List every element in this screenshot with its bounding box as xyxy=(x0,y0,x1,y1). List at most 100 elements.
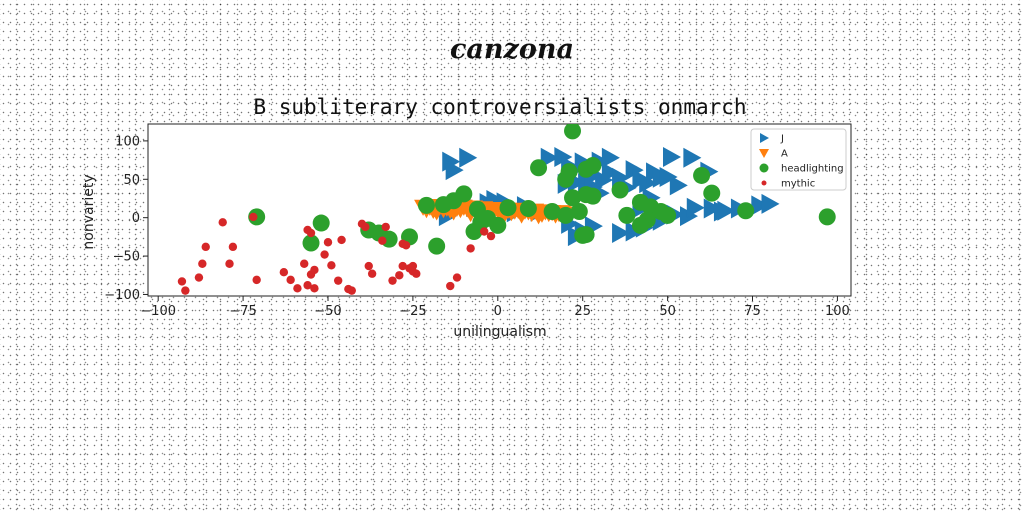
data-point-mythic xyxy=(201,242,210,252)
x-axis-label: unilingualism xyxy=(453,324,546,340)
points-layer xyxy=(177,124,836,295)
data-point-mythic xyxy=(177,277,187,286)
data-point-headlighting xyxy=(564,189,582,207)
data-point-mythic xyxy=(218,218,227,227)
legend-label-mythic: mythic xyxy=(781,179,815,190)
data-point-mythic xyxy=(378,236,387,245)
data-point-headlighting xyxy=(570,203,588,221)
data-point-headlighting xyxy=(818,208,836,226)
x-tick-label: 25 xyxy=(574,304,591,319)
data-point-mythic xyxy=(228,242,238,252)
data-point-mythic xyxy=(300,259,309,268)
data-point-headlighting xyxy=(564,124,582,140)
y-tick-label: 50 xyxy=(123,173,140,188)
legend-label-j: J xyxy=(780,134,784,145)
legend-marker-headlighting xyxy=(759,163,769,173)
data-point-mythic xyxy=(388,276,397,285)
data-point-j xyxy=(686,197,705,218)
data-point-headlighting xyxy=(428,237,446,255)
data-point-j xyxy=(669,175,688,196)
data-point-mythic xyxy=(486,231,496,241)
y-tick-label: 100 xyxy=(115,134,140,149)
data-point-mythic xyxy=(480,227,489,236)
data-point-mythic xyxy=(333,276,343,285)
data-point-mythic xyxy=(327,261,336,270)
data-point-j xyxy=(761,193,780,214)
figure-heading: canzona xyxy=(449,34,575,65)
y-tick-label: 0 xyxy=(132,211,140,226)
data-point-headlighting xyxy=(530,159,548,177)
data-point-mythic xyxy=(249,212,258,222)
y-tick-label: −100 xyxy=(104,288,140,303)
data-point-mythic xyxy=(395,271,404,280)
data-point-headlighting xyxy=(499,199,517,217)
data-point-headlighting xyxy=(455,185,473,203)
data-point-j xyxy=(659,166,678,187)
data-point-headlighting xyxy=(631,216,649,234)
y-axis-label: nonvariety xyxy=(81,174,97,249)
data-point-headlighting xyxy=(417,196,435,214)
data-point-headlighting xyxy=(618,206,636,224)
data-point-mythic xyxy=(466,244,475,253)
data-point-mythic xyxy=(181,286,190,295)
data-point-headlighting xyxy=(693,166,711,184)
data-point-headlighting xyxy=(489,216,507,234)
data-point-headlighting xyxy=(611,181,629,199)
legend-label-headlighting: headlighting xyxy=(781,164,844,175)
data-point-headlighting xyxy=(584,156,602,174)
data-point-mythic xyxy=(320,250,329,259)
data-point-j xyxy=(663,147,682,168)
data-point-j xyxy=(554,147,573,168)
data-point-mythic xyxy=(286,275,295,285)
data-point-j xyxy=(639,173,658,194)
data-point-j xyxy=(683,147,702,168)
legend-marker-j xyxy=(760,133,769,143)
data-point-mythic xyxy=(279,267,289,277)
data-point-mythic xyxy=(303,281,312,290)
data-point-headlighting xyxy=(574,226,592,244)
x-tick-label: 0 xyxy=(494,304,502,319)
y-tick-label: −50 xyxy=(113,250,140,265)
y-axis: −100 −50 0 50 100 xyxy=(104,134,148,303)
x-tick-label: −100 xyxy=(140,304,176,319)
data-point-mythic xyxy=(310,265,319,275)
data-point-j xyxy=(703,198,722,219)
data-point-mythic xyxy=(364,261,373,271)
data-point-mythic xyxy=(446,281,455,291)
data-point-mythic xyxy=(347,286,356,295)
legend-marker-a xyxy=(759,149,769,158)
data-point-headlighting xyxy=(557,170,575,188)
data-point-mythic xyxy=(398,261,407,271)
data-point-mythic xyxy=(381,222,390,232)
data-point-headlighting xyxy=(737,202,755,220)
data-point-j xyxy=(601,147,620,168)
data-point-j xyxy=(713,201,732,222)
data-point-mythic xyxy=(408,261,418,271)
legend-label-a: A xyxy=(781,149,788,160)
data-point-headlighting xyxy=(584,187,602,205)
data-point-mythic xyxy=(306,228,316,238)
data-point-mythic xyxy=(367,269,377,278)
data-point-mythic xyxy=(225,259,234,268)
data-point-mythic xyxy=(361,222,370,232)
data-point-mythic xyxy=(412,269,421,278)
x-tick-label: 50 xyxy=(659,304,676,319)
data-point-headlighting xyxy=(557,206,575,224)
data-point-headlighting xyxy=(659,206,677,224)
data-point-headlighting xyxy=(703,184,721,202)
data-point-headlighting xyxy=(543,203,561,221)
data-point-j xyxy=(612,223,631,244)
data-point-mythic xyxy=(401,241,411,250)
x-tick-label: 75 xyxy=(744,304,761,319)
legend-box xyxy=(750,128,847,191)
data-point-mythic xyxy=(452,273,462,282)
data-point-headlighting xyxy=(312,214,330,232)
x-tick-label: −75 xyxy=(229,304,256,319)
data-point-mythic xyxy=(337,235,346,245)
data-point-j xyxy=(459,147,478,168)
x-tick-label: −25 xyxy=(399,304,426,319)
data-point-j xyxy=(751,195,770,216)
data-point-headlighting xyxy=(302,234,320,252)
